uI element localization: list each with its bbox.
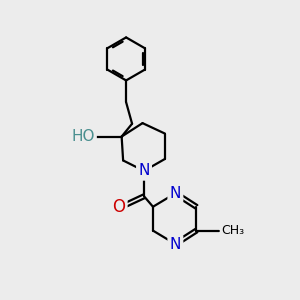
Text: CH₃: CH₃: [221, 224, 244, 237]
Text: N: N: [138, 164, 150, 178]
Text: N: N: [170, 237, 181, 252]
Text: N: N: [170, 186, 181, 201]
Text: O: O: [112, 198, 125, 216]
Text: HO: HO: [71, 129, 94, 144]
